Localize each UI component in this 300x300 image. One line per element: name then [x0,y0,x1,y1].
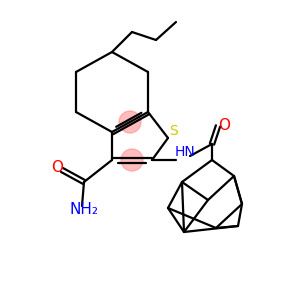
Text: O: O [51,160,63,175]
Circle shape [121,149,143,171]
Text: O: O [218,118,230,133]
Circle shape [119,111,141,133]
Text: NH₂: NH₂ [70,202,98,217]
Text: S: S [169,124,177,138]
Text: HN: HN [175,145,195,159]
